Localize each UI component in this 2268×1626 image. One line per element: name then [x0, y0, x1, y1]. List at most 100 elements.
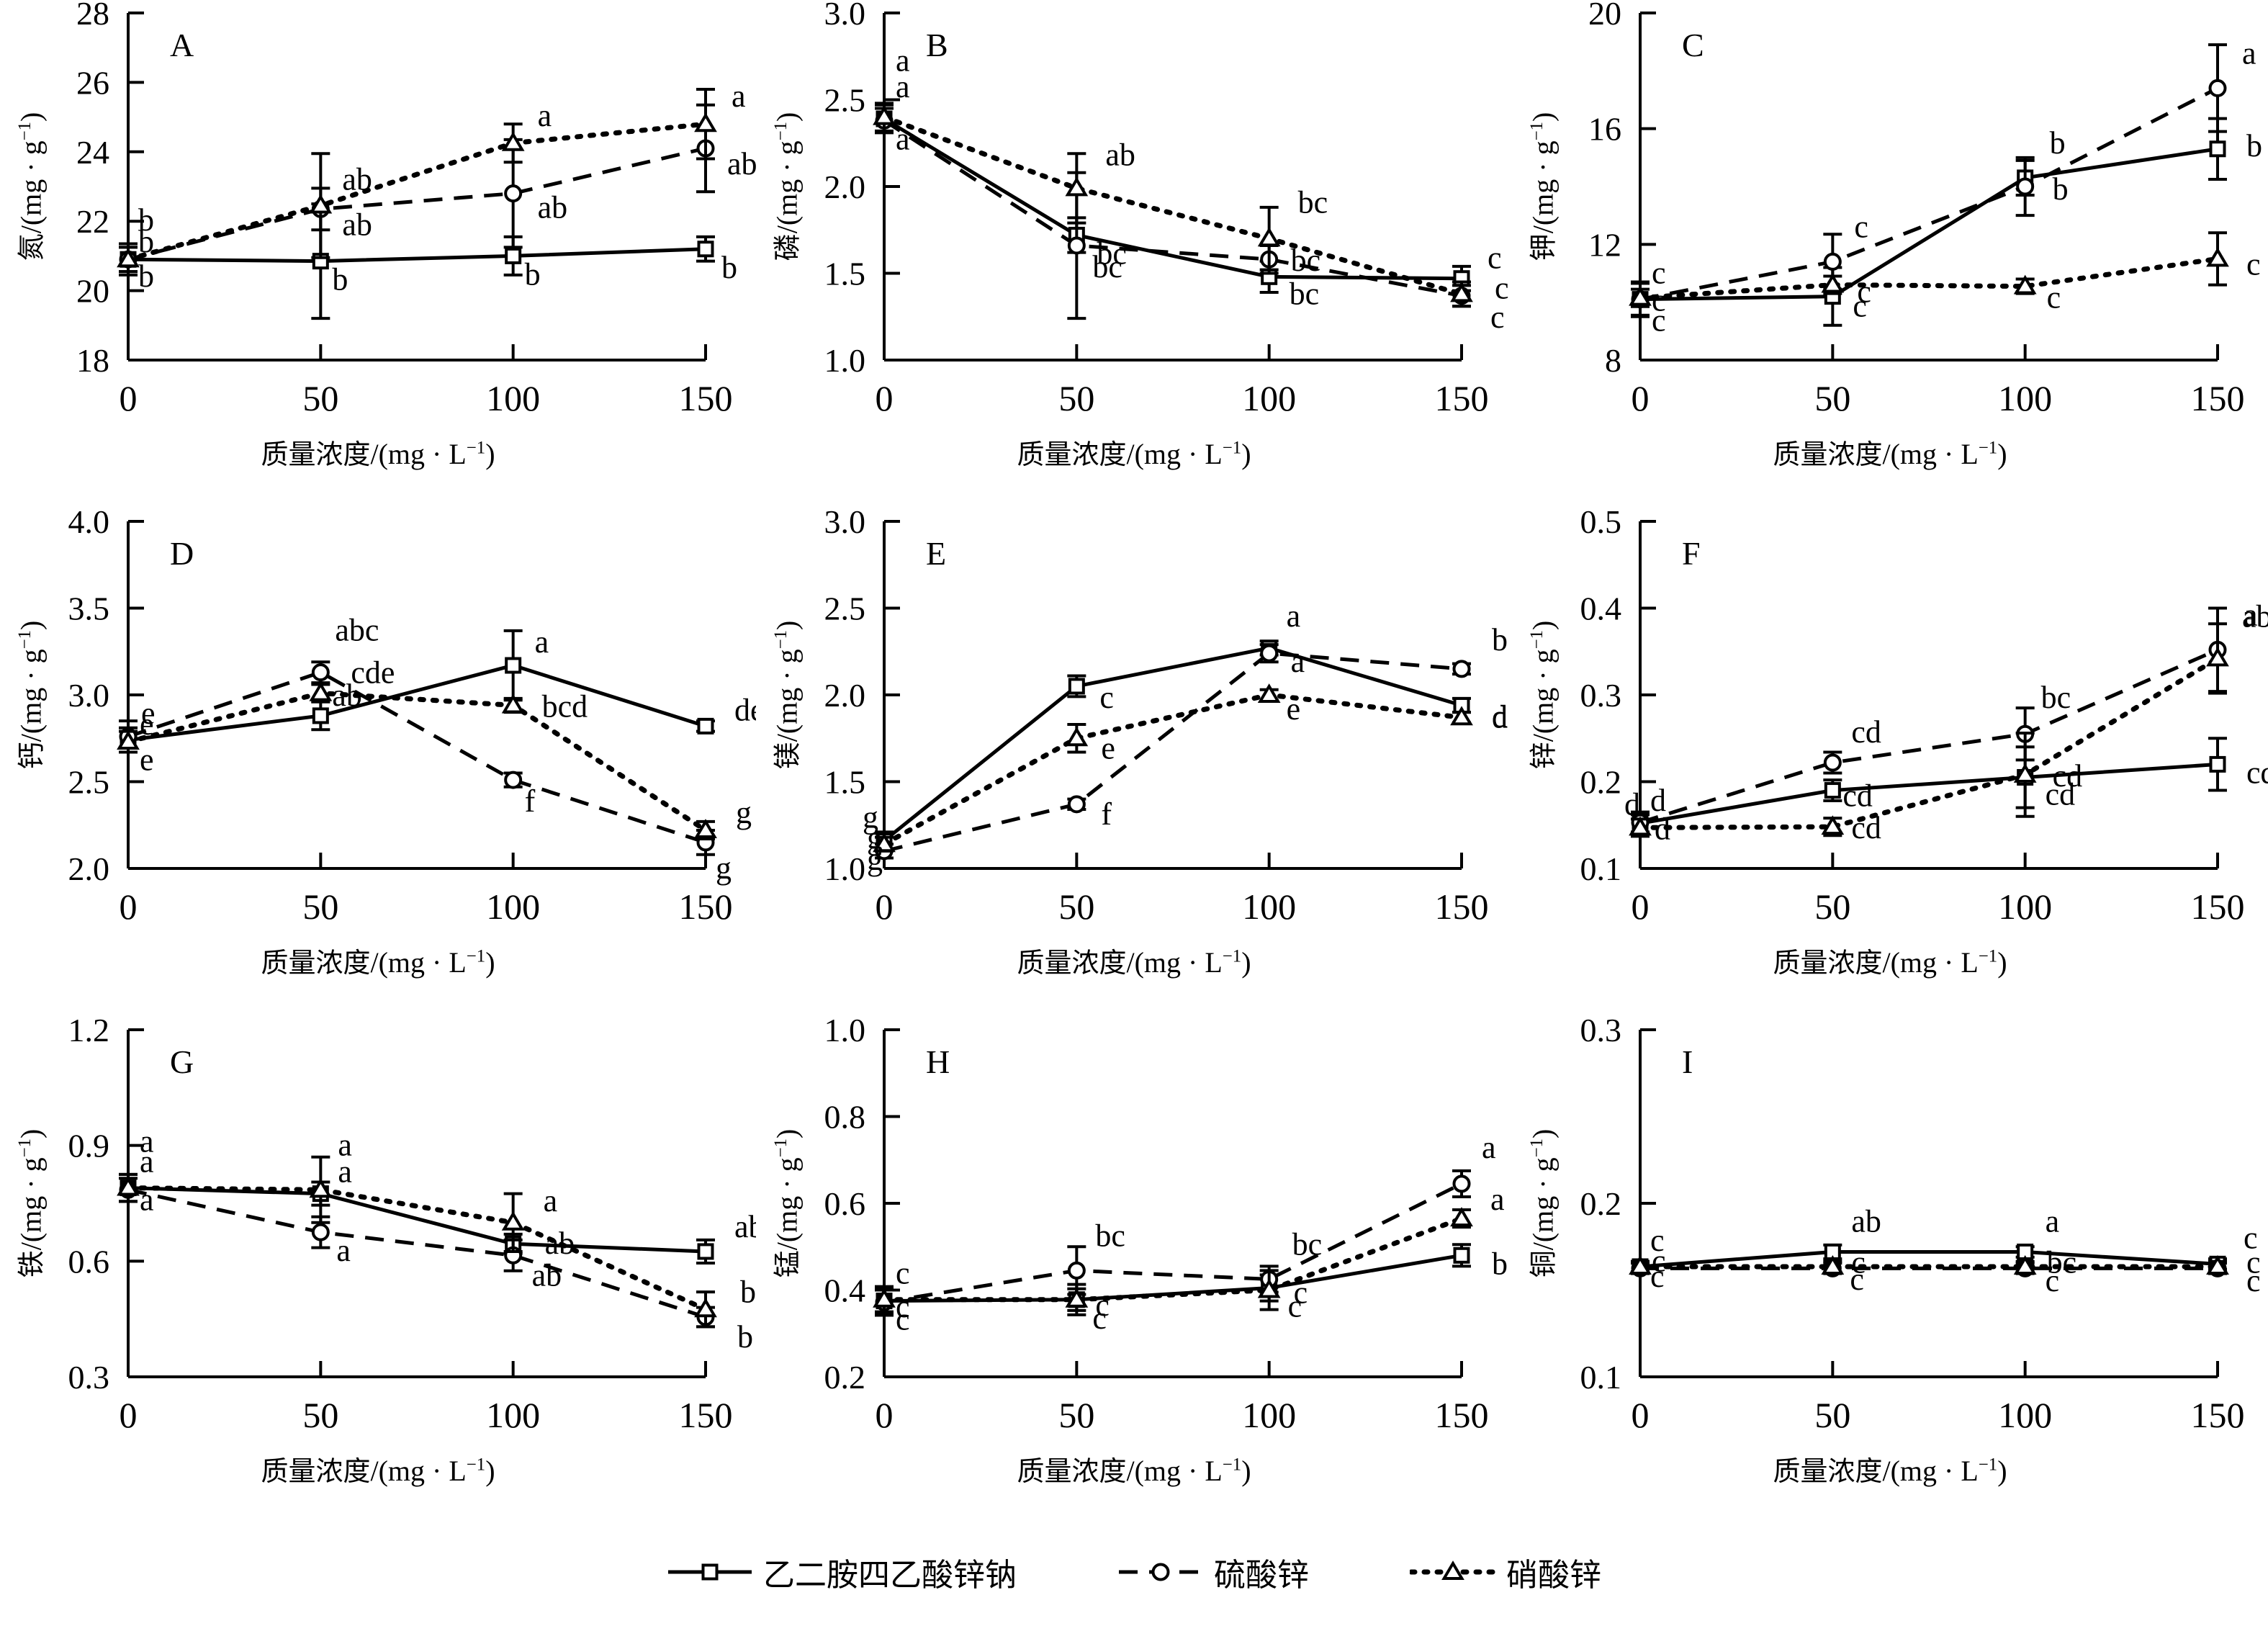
- y-tick-label: 0.3: [1580, 1017, 1622, 1048]
- series-line: [883, 117, 1462, 281]
- legend-marker-triangle-icon: [1410, 1560, 1496, 1580]
- y-tick-label: 0.9: [68, 1128, 110, 1164]
- significance-letter: b: [737, 1319, 753, 1355]
- y-tick-label: 0.3: [1580, 677, 1622, 714]
- legend-marker-circle-icon: [1119, 1563, 1202, 1581]
- data-point-triangle: [1821, 815, 1845, 835]
- panel-letter-e: E: [926, 535, 947, 572]
- significance-letter: ab: [2242, 598, 2268, 634]
- y-axis-label-cjk: 钙: [15, 742, 48, 770]
- data-point-triangle: [501, 693, 525, 714]
- y-axis-label-cjk: 镁: [771, 742, 804, 770]
- figure-legend: 乙二胺四乙酸锌钠 硫酸锌 硝酸锌: [0, 1532, 2268, 1612]
- plot-area-f: 0.10.20.30.40.5050100150dcdcdcddcdbcadcd…: [1580, 508, 2268, 927]
- significance-letter: d: [1650, 783, 1666, 818]
- series-circle: e abc f g: [119, 613, 732, 886]
- significance-letter: b: [740, 1274, 756, 1309]
- data-point-triangle: [1257, 683, 1281, 703]
- x-tick-label: 100: [486, 886, 540, 927]
- y-tick-label: 18: [76, 342, 109, 379]
- data-point-square: [312, 707, 329, 724]
- y-axis-label: 铁/(mg · g−1): [14, 1128, 48, 1278]
- data-point-square: [1824, 782, 1841, 799]
- series-line: [127, 670, 706, 845]
- y-tick-label: 4.0: [68, 508, 110, 540]
- series-line: [127, 1186, 706, 1254]
- data-point-square: [2209, 755, 2226, 773]
- y-axis-label: 镁/(mg · g−1): [770, 620, 804, 770]
- data-point-triangle: [501, 1210, 525, 1231]
- data-point-circle: [311, 663, 330, 682]
- x-tick-label: 0: [876, 1395, 894, 1435]
- data-point-square: [697, 717, 714, 735]
- x-tick-label: 50: [1058, 378, 1094, 418]
- data-point-triangle: [1629, 816, 1652, 836]
- y-tick-label: 2.0: [824, 169, 866, 205]
- significance-letter: a: [2046, 1203, 2060, 1239]
- x-tick-label: 0: [876, 378, 894, 418]
- significance-letter: a: [538, 98, 552, 133]
- series-line: [883, 1182, 1463, 1304]
- x-tick-label: 150: [1435, 886, 1489, 927]
- significance-letter: b: [1492, 622, 1508, 657]
- significance-letter: bc: [1292, 1226, 1323, 1262]
- x-tick-label: 50: [1058, 886, 1094, 927]
- significance-letter: c: [2246, 246, 2261, 282]
- data-point-square: [701, 1563, 719, 1581]
- significance-letter: b: [1492, 1246, 1508, 1281]
- significance-letter: g: [867, 820, 883, 855]
- significance-letter: cd: [2046, 776, 2076, 812]
- x-axis-label: 质量浓度/(mg · L−1): [261, 438, 495, 470]
- x-tick-label: 150: [679, 378, 733, 418]
- significance-letter: ab: [734, 1209, 756, 1244]
- series-triangle: a aab: [117, 1124, 756, 1329]
- y-tick-label: 20: [76, 273, 109, 310]
- data-point-triangle: [1821, 1255, 1845, 1275]
- significance-letter: c: [896, 1255, 910, 1290]
- significance-letter: d: [1492, 699, 1508, 735]
- significance-letter: cd: [1851, 810, 1881, 845]
- significance-letter: cd: [2053, 758, 2083, 794]
- significance-letter: a: [1287, 598, 1301, 634]
- significance-letter: g: [716, 850, 732, 886]
- x-axis-label-cjk: 质量浓度: [1017, 439, 1127, 470]
- data-point-triangle: [1257, 227, 1281, 247]
- significance-letter: b: [138, 202, 154, 238]
- significance-letter: ab: [342, 207, 372, 242]
- series-triangle: e cde bcd g: [117, 655, 752, 841]
- series-square: c c cb: [875, 1243, 1508, 1337]
- significance-letter: a: [1482, 1130, 1496, 1165]
- x-tick-label: 100: [1998, 886, 2052, 927]
- y-tick-label: 8: [1605, 342, 1621, 379]
- x-tick-label: 50: [1058, 1395, 1094, 1435]
- data-point-triangle: [1065, 727, 1089, 747]
- y-axis-label-cjk: 氮: [15, 233, 48, 261]
- data-point-triangle: [1450, 282, 1473, 302]
- chart-panel-b: 1.0 1.5 2.0 2.5 3.0 0 50 100 150 a bc bc c a bc bc c a ab b…: [756, 0, 1512, 508]
- x-tick-label: 150: [1435, 378, 1489, 418]
- significance-letter: e: [1101, 730, 1115, 765]
- significance-letter: c: [1851, 1244, 1866, 1280]
- x-tick-label: 0: [1632, 1395, 1650, 1435]
- data-point-circle: [1067, 795, 1086, 814]
- x-tick-label: 100: [486, 1395, 540, 1435]
- x-tick-label: 100: [1242, 886, 1296, 927]
- significance-letter: bc: [1092, 249, 1122, 284]
- legend-marker-square-icon: [668, 1563, 752, 1581]
- x-axis-label: 质量浓度/(mg · L−1): [261, 946, 495, 979]
- data-point-triangle: [501, 131, 525, 151]
- x-axis-label: 质量浓度/(mg · L−1): [1773, 438, 2007, 470]
- significance-letter: b: [332, 262, 348, 297]
- y-tick-label: 1.5: [824, 764, 866, 801]
- significance-letter: b: [721, 250, 737, 285]
- data-point-circle: [311, 1223, 330, 1241]
- x-axis-label: 质量浓度/(mg · L−1): [1773, 1455, 2007, 1487]
- data-point-triangle: [1821, 273, 1845, 293]
- significance-letter: c: [896, 1302, 910, 1337]
- data-point-circle: [1823, 753, 1842, 772]
- y-axis-label: 锰/(mg · g−1): [770, 1128, 804, 1278]
- x-tick-label: 0: [1632, 378, 1650, 418]
- y-tick-label: 1.0: [824, 342, 866, 379]
- significance-letter: c: [1857, 274, 1871, 310]
